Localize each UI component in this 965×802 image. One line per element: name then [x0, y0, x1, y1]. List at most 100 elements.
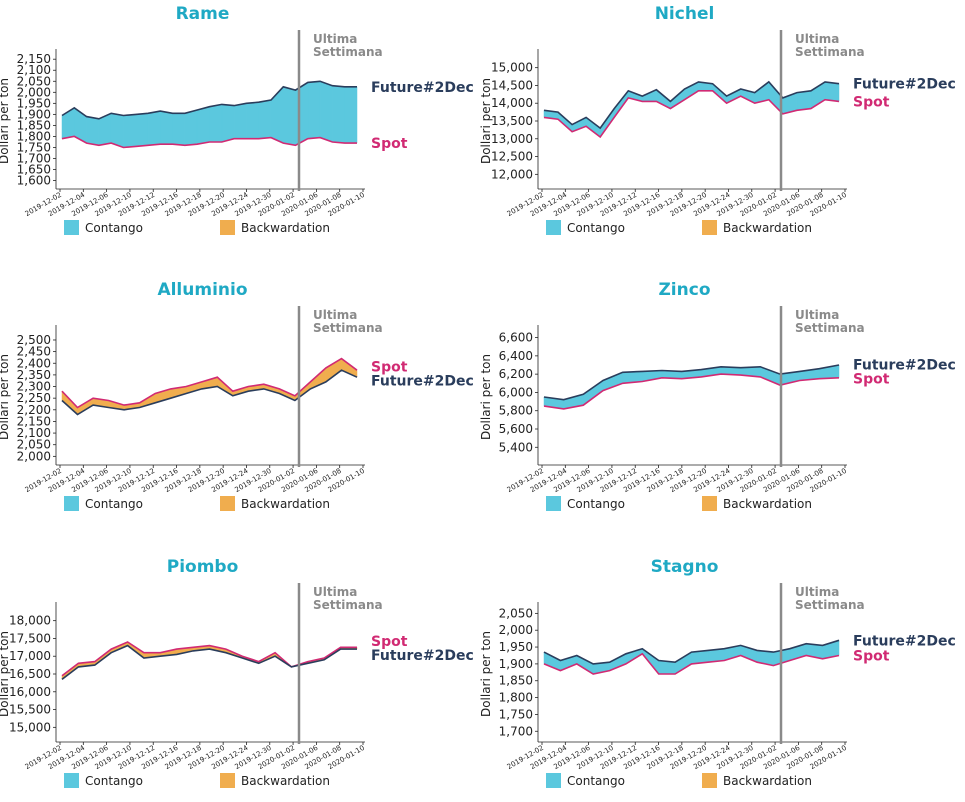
- spread-segment: [258, 99, 272, 139]
- y-axis-label: Dollari per ton: [479, 631, 493, 717]
- y-tick-label: 6,000: [499, 385, 533, 399]
- spread-segment: [86, 116, 100, 146]
- y-tick-label: 2,350: [17, 368, 51, 382]
- future-line: [61, 80, 357, 120]
- y-tick-label: 2,100: [17, 426, 51, 440]
- last-week-label: Ultima: [313, 308, 357, 322]
- y-tick-label: 17,500: [9, 631, 51, 645]
- spread-segment: [184, 109, 198, 146]
- spot-line: [543, 373, 840, 410]
- spread-segment: [332, 85, 345, 144]
- future-line: [61, 644, 357, 680]
- y-axis-label: Dollari per ton: [0, 631, 11, 717]
- y-tick-label: 6,200: [499, 367, 533, 381]
- legend-contango-label: Contango: [567, 774, 625, 788]
- y-tick-label: 1,950: [17, 96, 51, 110]
- y-tick-label: 6,400: [499, 349, 533, 363]
- legend-contango-label: Contango: [85, 221, 143, 235]
- y-tick-label: 2,000: [499, 623, 533, 637]
- spread-segment: [307, 81, 321, 139]
- future-label: Future#2Dec: [853, 357, 956, 373]
- chart-title: Stagno: [651, 557, 719, 577]
- y-tick-label: 2,000: [17, 449, 51, 463]
- last-week-label: Ultima: [795, 585, 839, 599]
- last-week-label: Ultima: [795, 308, 839, 322]
- legend-backwardation-label: Backwardation: [723, 774, 812, 788]
- last-week-label: Settimana: [313, 45, 383, 59]
- y-tick-label: 1,850: [499, 674, 533, 688]
- legend-backwardation-label: Backwardation: [241, 497, 330, 511]
- chart-title: Nichel: [655, 4, 715, 24]
- spot-line: [543, 652, 840, 675]
- spot-label: Spot: [853, 371, 890, 387]
- y-tick-label: 13,500: [491, 114, 533, 128]
- y-tick-label: 2,500: [17, 333, 51, 347]
- y-tick-label: 2,250: [17, 391, 51, 405]
- y-tick-label: 12,500: [491, 150, 533, 164]
- spot-label: Spot: [371, 634, 408, 650]
- legend-backwardation-label: Backwardation: [723, 221, 812, 235]
- spread-segment: [160, 110, 173, 145]
- y-tick-label: 6,600: [499, 331, 533, 345]
- y-tick-label: 2,300: [17, 380, 51, 394]
- spot-line: [543, 90, 840, 139]
- spread-segment: [209, 104, 223, 143]
- y-tick-label: 2,100: [17, 63, 51, 77]
- legend-backwardation-swatch: [702, 773, 717, 788]
- y-tick-label: 2,150: [17, 52, 51, 66]
- y-tick-label: 1,900: [499, 657, 533, 671]
- y-tick-label: 17,000: [9, 649, 51, 663]
- legend-contango-swatch: [64, 773, 79, 788]
- spread-segment: [674, 651, 692, 675]
- spread-segment: [760, 366, 781, 386]
- spread-segment: [319, 80, 333, 143]
- legend-backwardation-swatch: [220, 496, 235, 511]
- chart-title: Piombo: [167, 557, 239, 577]
- y-tick-label: 2,000: [17, 85, 51, 99]
- future-label: Future#2Dec: [853, 77, 956, 93]
- last-week-label: Settimana: [313, 598, 383, 612]
- last-week-label: Ultima: [313, 585, 357, 599]
- y-tick-label: 2,050: [499, 606, 533, 620]
- legend-contango-label: Contango: [567, 497, 625, 511]
- y-axis-label: Dollari per ton: [0, 354, 11, 440]
- y-tick-label: 15,000: [491, 61, 533, 75]
- spread-segment: [221, 104, 235, 143]
- last-week-label: Ultima: [313, 32, 357, 46]
- spread-segment: [344, 86, 358, 144]
- legend-backwardation-swatch: [702, 220, 717, 235]
- spread-segment: [196, 106, 210, 145]
- spread-segment: [135, 113, 149, 147]
- future-label: Future#2Dec: [371, 648, 474, 664]
- y-tick-label: 2,050: [17, 438, 51, 452]
- y-tick-label: 1,800: [499, 691, 533, 705]
- y-tick-label: 2,050: [17, 74, 51, 88]
- spread-segment: [796, 90, 812, 111]
- y-tick-label: 1,900: [17, 107, 51, 121]
- spot-label: Spot: [371, 136, 408, 152]
- y-tick-label: 1,700: [17, 152, 51, 166]
- spot-label: Spot: [853, 94, 890, 110]
- spread-segment: [172, 113, 186, 146]
- chart-zinco: Zinco 5,400 5,600 5,800 6,000 6,200 6,400 6,600…: [479, 280, 956, 511]
- y-tick-label: 1,850: [17, 118, 51, 132]
- spread-segment: [283, 86, 296, 146]
- spread-segment: [233, 103, 247, 139]
- legend-backwardation-label: Backwardation: [241, 221, 330, 235]
- spread-segment: [246, 101, 259, 139]
- y-tick-label: 5,800: [499, 404, 533, 418]
- chart-stagno: Stagno 1,700 1,750 1,800 1,850 1,900 1,950 2,00…: [479, 557, 956, 788]
- spot-line: [61, 641, 357, 677]
- y-tick-label: 16,000: [9, 685, 51, 699]
- y-tick-label: 15,000: [9, 720, 51, 734]
- legend-contango-label: Contango: [567, 221, 625, 235]
- spread-segment: [824, 81, 840, 102]
- future-label: Future#2Dec: [371, 374, 474, 390]
- y-tick-label: 18,000: [9, 614, 51, 628]
- y-tick-label: 1,750: [17, 140, 51, 154]
- spot-line: [61, 357, 358, 409]
- y-tick-label: 15,500: [9, 703, 51, 717]
- spread-segment: [295, 81, 309, 146]
- y-tick-label: 12,000: [491, 167, 533, 181]
